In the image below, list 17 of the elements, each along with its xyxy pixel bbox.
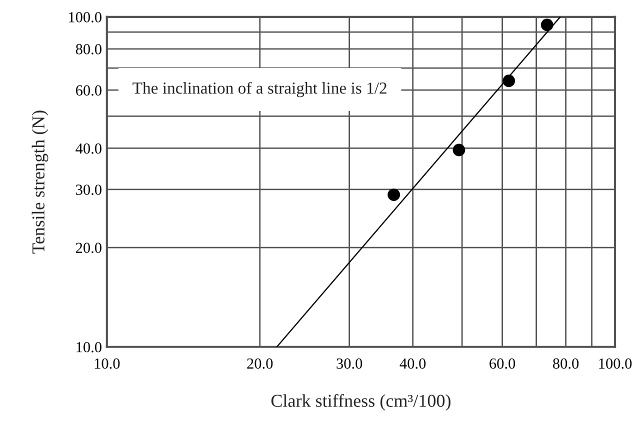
y-tick-label: 20.0 <box>76 242 102 254</box>
x-tick-label: 10.0 <box>94 358 120 369</box>
y-tick-label: 60.0 <box>76 85 102 96</box>
annotation: The inclination of a straight line is 1/2 <box>132 82 386 98</box>
y-tick-label: 40.0 <box>76 143 102 154</box>
x-tick-label: 100.0 <box>599 358 632 369</box>
x-tick-label: 20.0 <box>247 358 273 369</box>
y-axis-title: Tensile strength (N) <box>32 110 48 254</box>
x-axis-title: Clark stiffness (cm³/100) <box>271 394 450 411</box>
x-tick-label: 60.0 <box>490 358 516 369</box>
y-tick-label: 80.0 <box>76 44 102 54</box>
y-tick-label: 30.0 <box>76 184 102 195</box>
y-tick-label: 100.0 <box>69 12 102 22</box>
x-tick-label: 40.0 <box>400 358 426 369</box>
x-tick-label: 30.0 <box>336 358 362 369</box>
x-tick-label: 80.0 <box>552 358 579 369</box>
y-tick-label: 10.0 <box>76 342 102 352</box>
